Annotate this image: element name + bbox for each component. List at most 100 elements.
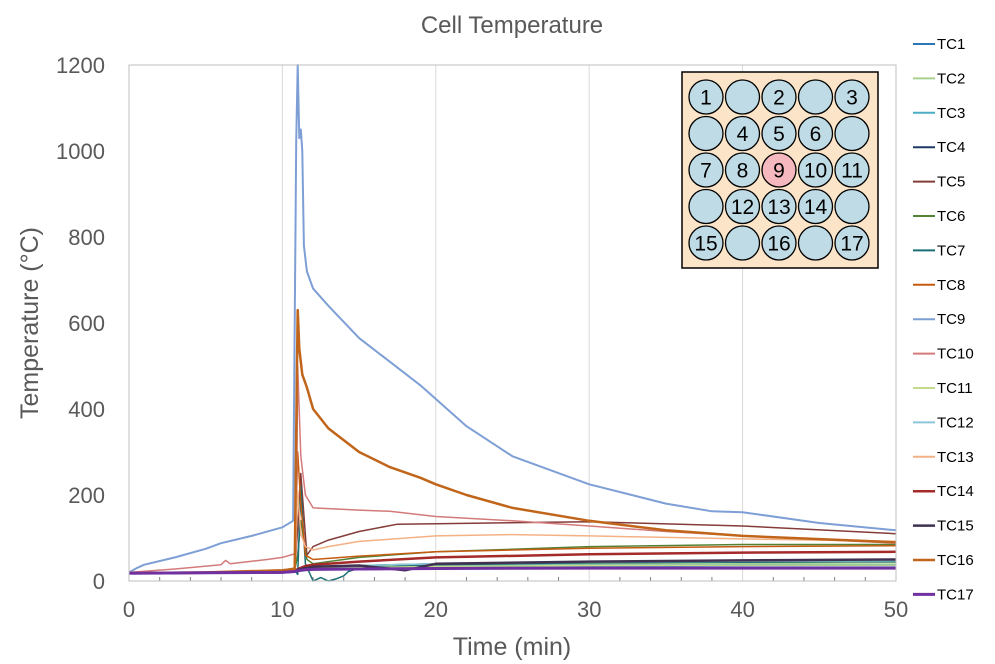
y-axis-title: Temperature (°C) — [16, 227, 44, 419]
legend-item-tc2: TC2 — [913, 70, 965, 87]
legend-label: TC16 — [937, 552, 974, 569]
cell-circle — [761, 188, 797, 225]
cell-label: 1 — [700, 87, 712, 110]
cell-label: 4 — [737, 123, 749, 146]
cell-circle — [724, 188, 761, 225]
cell-circle — [724, 115, 761, 152]
cell-label: 9 — [773, 160, 785, 183]
cell-empty — [834, 115, 870, 152]
legend-label: TC1 — [937, 36, 965, 53]
cell-circle — [688, 188, 724, 225]
cell-circle — [724, 79, 761, 115]
cell-circle — [797, 115, 834, 152]
y-tick-label: 1200 — [56, 53, 105, 78]
x-tick-label: 20 — [424, 597, 448, 622]
cell-tc6: 6 — [797, 115, 834, 152]
legend-item-tc3: TC3 — [913, 105, 965, 122]
cell-circle — [688, 79, 724, 115]
y-tick-label: 1000 — [56, 139, 105, 164]
cell-circle — [761, 225, 797, 261]
cell-circle — [834, 225, 870, 261]
x-tick-label: 10 — [270, 597, 294, 622]
cell-tc11: 11 — [834, 152, 870, 188]
series-line-tc10 — [128, 365, 897, 574]
legend-item-tc6: TC6 — [913, 208, 965, 225]
cell-label: 13 — [767, 196, 790, 219]
cell-label: 17 — [840, 233, 863, 256]
legend-label: TC15 — [937, 518, 974, 535]
x-tick-label: 50 — [884, 597, 908, 622]
series-line-tc16 — [128, 308, 897, 575]
cell-label: 7 — [700, 160, 712, 183]
series-line-tc17 — [128, 566, 896, 575]
legend-label: TC12 — [937, 414, 974, 431]
cell-tc3: 3 — [834, 79, 870, 115]
legend-label: TC4 — [937, 139, 965, 156]
plot-area-frame — [128, 64, 897, 582]
cell-empty — [688, 188, 724, 225]
cell-tc7: 7 — [688, 152, 724, 188]
cell-circle — [797, 225, 834, 261]
cell-circle — [724, 152, 761, 188]
cell-circle — [834, 79, 870, 115]
legend-label: TC9 — [937, 311, 965, 328]
y-tick-label: 200 — [68, 483, 105, 508]
cell-empty — [797, 79, 834, 115]
cell-label: 8 — [737, 160, 749, 183]
cell-empty — [834, 188, 870, 225]
cell-empty — [797, 225, 834, 261]
cell-circle — [688, 115, 724, 152]
legend-item-tc13: TC13 — [913, 449, 974, 466]
cell-label: 11 — [841, 160, 863, 183]
y-tick-label: 800 — [68, 225, 105, 250]
tick-labels: 0 10 20 30 40 50 0 200 400 600 800 1000 1200 — [56, 53, 908, 622]
cell-circle — [834, 115, 870, 152]
cell-label: 5 — [773, 123, 785, 146]
legend-item-tc7: TC7 — [913, 242, 965, 259]
cell-tc10: 10 — [797, 152, 834, 188]
legend-item-tc17: TC17 — [913, 586, 974, 603]
cell-circle — [761, 152, 797, 188]
cell-label: 12 — [731, 196, 754, 219]
cell-tc2: 2 — [761, 79, 797, 115]
cell-empty — [724, 79, 761, 115]
series-lines — [128, 64, 897, 582]
cell-tc5: 5 — [761, 115, 797, 152]
cell-tc8: 8 — [724, 152, 761, 188]
cell-circle — [761, 79, 797, 115]
cell-tc14: 14 — [797, 188, 834, 225]
y-tick-label: 0 — [93, 569, 105, 594]
cell-circle — [761, 115, 797, 152]
legend-label: TC11 — [937, 380, 973, 397]
x-tick-label: 40 — [730, 597, 754, 622]
legend: TC1 TC2 TC3 TC4 TC5 TC6 TC7 TC8 TC9 TC10 TC11 TC12 T… — [913, 36, 974, 603]
cell-circle — [797, 188, 834, 225]
legend-item-tc4: TC4 — [913, 139, 965, 156]
cell-label: 2 — [773, 87, 785, 110]
legend-label: TC5 — [937, 174, 965, 191]
chart-title: Cell Temperature — [421, 12, 603, 39]
y-tick-label: 600 — [68, 311, 105, 336]
cell-tc13: 13 — [761, 188, 797, 225]
cell-label: 6 — [810, 123, 822, 146]
legend-item-tc10: TC10 — [913, 346, 974, 363]
cell-empty — [688, 115, 724, 152]
cell-label: 16 — [767, 233, 790, 256]
legend-item-tc5: TC5 — [913, 174, 965, 191]
cell-label: 14 — [804, 196, 828, 219]
legend-label: TC3 — [937, 105, 965, 122]
legend-label: TC6 — [937, 208, 965, 225]
cell-tc12: 12 — [724, 188, 761, 225]
legend-label: TC13 — [937, 449, 974, 466]
legend-item-tc8: TC8 — [913, 277, 965, 294]
series-line-tc9 — [128, 64, 897, 574]
cell-label: 10 — [804, 160, 827, 183]
cell-label: 15 — [694, 233, 717, 256]
x-tick-label: 0 — [123, 597, 135, 622]
legend-item-tc9: TC9 — [913, 311, 965, 328]
x-tick-label: 30 — [577, 597, 601, 622]
cell-circle — [688, 225, 724, 261]
cell-tc16: 16 — [761, 225, 797, 261]
